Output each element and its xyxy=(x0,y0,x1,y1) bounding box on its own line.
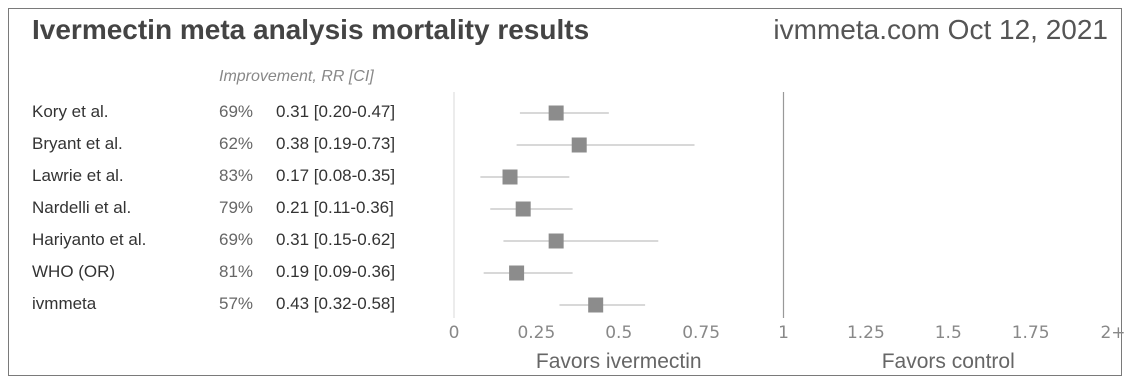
rr-ci-value: 0.31 [0.15-0.62] xyxy=(276,230,396,249)
estimate-marker xyxy=(502,169,518,185)
x-tick-label: 0.5 xyxy=(605,323,632,343)
study-label: Hariyanto et al. xyxy=(32,230,147,249)
study-label: Bryant et al. xyxy=(32,134,123,153)
favors-ivermectin-label: Favors ivermectin xyxy=(536,350,702,373)
estimate-marker xyxy=(571,137,587,153)
rr-ci-value: 0.43 [0.32-0.58] xyxy=(276,294,396,313)
rr-ci-value: 0.38 [0.19-0.73] xyxy=(276,134,396,153)
improvement-value: 62% xyxy=(219,134,254,153)
rr-ci-value: 0.31 [0.20-0.47] xyxy=(276,102,396,121)
x-tick-label: 1.25 xyxy=(847,323,885,343)
column-header: Improvement, RR [CI] xyxy=(219,68,374,85)
estimate-marker xyxy=(548,105,564,121)
x-tick-label: 0.75 xyxy=(682,323,720,343)
figure-frame xyxy=(8,8,1122,376)
improvement-value: 83% xyxy=(219,166,254,185)
x-tick-label: 0.25 xyxy=(517,323,555,343)
x-tick-label: 1.5 xyxy=(935,323,962,343)
study-label: Lawrie et al. xyxy=(32,166,124,185)
estimate-marker xyxy=(588,297,604,313)
improvement-value: 69% xyxy=(219,102,254,121)
x-tick-label: 1.75 xyxy=(1012,323,1050,343)
chart-title: Ivermectin meta analysis mortality resul… xyxy=(32,14,590,45)
study-label: WHO (OR) xyxy=(32,262,116,281)
estimate-marker xyxy=(548,233,564,249)
favors-control-label: Favors control xyxy=(882,350,1015,373)
x-tick-label: 2+ xyxy=(1100,323,1125,343)
improvement-value: 69% xyxy=(219,230,254,249)
x-tick-label: 1 xyxy=(778,323,789,343)
rr-ci-value: 0.21 [0.11-0.36] xyxy=(276,198,394,217)
x-tick-label: 0 xyxy=(449,323,460,343)
study-label: ivmmeta xyxy=(32,294,97,313)
improvement-value: 81% xyxy=(219,262,254,281)
study-label: Kory et al. xyxy=(32,102,109,121)
estimate-marker xyxy=(515,201,531,217)
rr-ci-value: 0.17 [0.08-0.35] xyxy=(276,166,396,185)
rr-ci-value: 0.19 [0.09-0.36] xyxy=(276,262,396,281)
study-label: Nardelli et al. xyxy=(32,198,132,217)
source-date: ivmmeta.com Oct 12, 2021 xyxy=(773,14,1108,45)
estimate-marker xyxy=(509,265,525,281)
improvement-value: 79% xyxy=(219,198,254,217)
improvement-value: 57% xyxy=(219,294,254,313)
